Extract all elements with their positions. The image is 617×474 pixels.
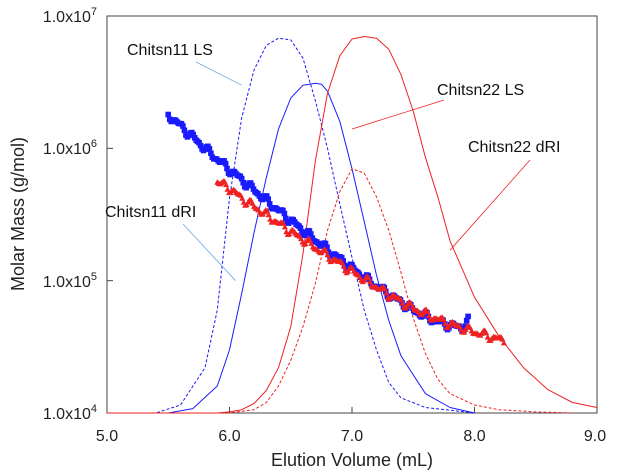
series-line-chitsn11_ls bbox=[107, 37, 475, 414]
y-tick-exponent: 6 bbox=[91, 138, 97, 150]
y-tick-exponent: 7 bbox=[91, 6, 97, 18]
data-point bbox=[345, 268, 352, 274]
x-tick-label: 5.0 bbox=[96, 428, 118, 445]
data-point bbox=[299, 229, 305, 235]
x-tick-label: 6.0 bbox=[218, 428, 240, 445]
data-point bbox=[462, 326, 469, 332]
data-point bbox=[165, 111, 171, 118]
data-point bbox=[223, 181, 230, 188]
data-point bbox=[190, 131, 196, 138]
y-tick-label: 1.0x106 bbox=[43, 138, 97, 158]
plot-area bbox=[106, 15, 598, 414]
data-point bbox=[322, 240, 329, 247]
x-tick-label: 9.0 bbox=[584, 428, 606, 445]
series-group bbox=[106, 15, 598, 414]
y-axis-label: Molar Mass (g/mol) bbox=[8, 137, 28, 291]
annotation-leader bbox=[351, 99, 445, 130]
data-point bbox=[263, 193, 270, 199]
data-point bbox=[208, 150, 214, 157]
data-point bbox=[381, 285, 388, 292]
data-point bbox=[265, 196, 271, 202]
data-point bbox=[424, 308, 431, 314]
data-point bbox=[462, 323, 468, 329]
annotation-label: Chitsn11 dRI bbox=[105, 204, 196, 221]
data-point bbox=[249, 182, 255, 189]
data-point bbox=[383, 289, 390, 296]
data-point bbox=[463, 317, 470, 324]
y-tick-label: 1.0x107 bbox=[43, 6, 97, 26]
y-tick-mantissa: 1.0x10 bbox=[43, 274, 91, 291]
data-point bbox=[181, 127, 188, 134]
data-point bbox=[308, 231, 314, 237]
data-point bbox=[340, 263, 347, 269]
data-point bbox=[338, 254, 345, 261]
data-point bbox=[224, 165, 230, 172]
data-point bbox=[465, 313, 471, 320]
series-chitsn22_mm bbox=[214, 178, 507, 346]
annotation-leader bbox=[195, 61, 242, 86]
data-point bbox=[206, 146, 213, 152]
data-point bbox=[197, 142, 204, 149]
y-tick-exponent: 4 bbox=[91, 403, 97, 415]
x-tick-label: 8.0 bbox=[463, 428, 485, 445]
annotation-leader bbox=[449, 159, 531, 251]
data-point bbox=[281, 210, 288, 217]
data-point bbox=[266, 201, 273, 207]
series-line-chitsn22_ls bbox=[107, 36, 598, 414]
x-axis-label: Elution Volume (mL) bbox=[271, 450, 433, 470]
data-point bbox=[283, 215, 289, 222]
annotation-leaders bbox=[182, 61, 531, 281]
series-line-chitsn22_dri bbox=[107, 168, 573, 414]
annotation-leader bbox=[182, 223, 236, 281]
data-point bbox=[324, 244, 330, 250]
data-point bbox=[306, 228, 313, 234]
data-point bbox=[281, 223, 288, 230]
data-point bbox=[265, 211, 272, 218]
y-tick-mantissa: 1.0x10 bbox=[43, 9, 91, 26]
annotation-label: Chitsn22 dRI bbox=[468, 139, 561, 156]
data-point bbox=[240, 179, 246, 186]
data-point bbox=[324, 251, 331, 258]
y-tick-label: 1.0x104 bbox=[43, 403, 97, 423]
data-point bbox=[280, 207, 286, 214]
data-point bbox=[403, 302, 410, 309]
y-tick-mantissa: 1.0x10 bbox=[43, 406, 91, 423]
series-line-chitsn11_dri bbox=[107, 82, 475, 414]
data-point bbox=[483, 329, 490, 336]
y-tick-mantissa: 1.0x10 bbox=[43, 141, 91, 158]
data-point bbox=[238, 175, 245, 182]
data-point bbox=[297, 225, 304, 231]
x-tick-label: 7.0 bbox=[341, 428, 363, 445]
data-point bbox=[180, 123, 186, 129]
data-point bbox=[222, 160, 229, 167]
y-tick-exponent: 5 bbox=[91, 271, 97, 283]
data-point bbox=[461, 329, 468, 335]
data-point bbox=[340, 258, 346, 264]
annotation-label: Chitsn11 LS bbox=[127, 42, 213, 59]
data-point bbox=[500, 339, 507, 346]
annotation-label: Chitsn22 LS bbox=[437, 82, 524, 99]
y-tick-label: 1.0x105 bbox=[43, 271, 97, 291]
